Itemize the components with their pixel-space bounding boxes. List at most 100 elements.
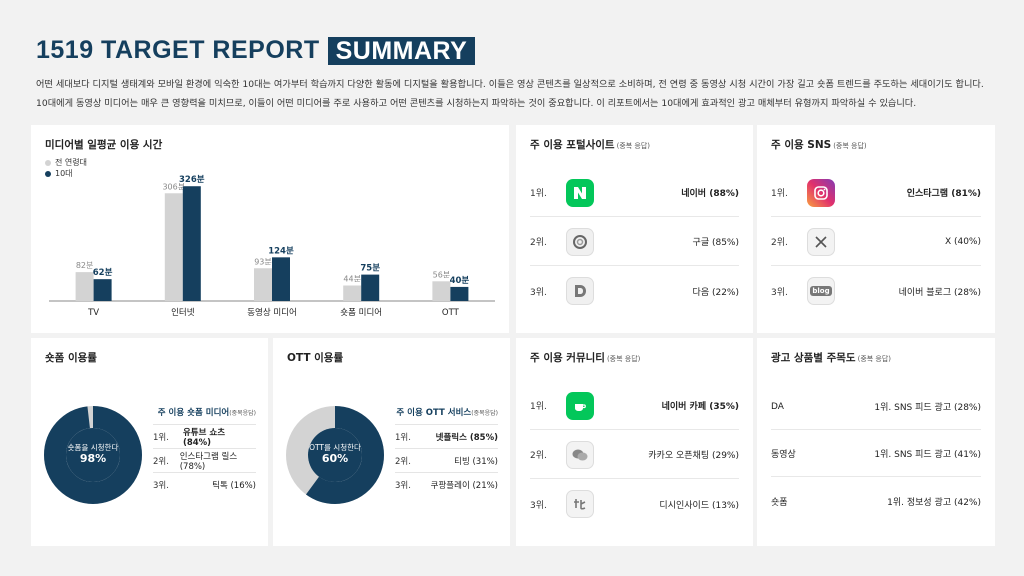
portal-card: 주 이용 포털사이트 (중복 응답) 1위. 네이버 (88%) 2위. 구글 (… (516, 125, 753, 333)
ott-card: OTT 이용률 OTT를 시청한다 60% 주 이용 OTT 서비스(중복응답)… (273, 338, 510, 546)
list-item: 3위. 틱톡 (16%) (153, 472, 256, 496)
community-card: 주 이용 커뮤니티 (중복 응답) 1위. 네이버 카페 (35%) 2위. 카카… (516, 338, 753, 546)
list-rank: 3위. (395, 480, 411, 491)
sns-row-2: 2위. X (40%) (771, 218, 981, 266)
category-label: TV (87, 308, 99, 318)
naver-cafe-icon (566, 391, 594, 420)
ad-row-2: 동영상 1위. SNS 피드 광고 (41%) (771, 431, 981, 477)
list-item: 1위. 넷플릭스 (85%) (395, 424, 498, 448)
ad-note: (중복 응답) (857, 355, 892, 363)
list-rank: 3위. (153, 480, 169, 491)
list-note: (중복응답) (471, 410, 498, 417)
sns-row-1: 1위. 인스타그램 (81%) (771, 169, 981, 217)
bar-teen (450, 286, 469, 301)
bar-all (254, 268, 272, 301)
legend-item-all: 전 연령대 (45, 157, 87, 168)
list-item: 1위. 유튜브 쇼츠 (84%) (153, 424, 256, 448)
bar-teen (93, 279, 112, 301)
category-label: OTT (442, 308, 460, 318)
kakao-chat-icon (566, 440, 594, 469)
dcinside-icon (566, 490, 594, 518)
bar-value-label: 75분 (360, 264, 380, 274)
portal-title-text: 주 이용 포털사이트 (530, 139, 615, 151)
list-name: 쿠팡플레이 (21%) (430, 480, 498, 491)
rank-name: 네이버 (88%) (681, 189, 739, 199)
rank-label: 2위. (530, 238, 547, 248)
list-rank: 2위. (395, 456, 411, 467)
bar-value-label: 326분 (179, 175, 205, 185)
community-row-3: 3위. 디시인사이드 (13%) (530, 480, 739, 528)
bar-value-label: 82분 (76, 261, 94, 270)
bar-all (75, 272, 94, 301)
donut-value: 98% (79, 452, 107, 465)
ad-value: 1위. 정보성 광고 (42%) (887, 497, 981, 508)
ad-title-text: 광고 상품별 주목도 (771, 352, 856, 364)
community-title-text: 주 이용 커뮤니티 (530, 352, 605, 364)
list-name: 틱톡 (16%) (212, 480, 256, 491)
rank-name: 구글 (85%) (692, 238, 739, 248)
legend-swatch-teen (45, 170, 51, 177)
sns-row-3: 3위. blog 네이버 블로그 (28%) (771, 267, 981, 315)
portal-row-1: 1위. 네이버 (88%) (530, 169, 739, 217)
rank-label: 2위. (530, 451, 547, 461)
rank-label: 1위. (530, 402, 547, 412)
community-row-2: 2위. 카카오 오픈채팅 (29%) (530, 431, 739, 479)
blog-icon: blog (807, 277, 835, 305)
description-line-2: 10대에게 동영상 미디어는 매우 큰 영향력을 미치므로, 이들이 어떤 미디… (36, 98, 917, 109)
portal-title: 주 이용 포털사이트 (중복 응답) (530, 137, 650, 152)
bar-teen (182, 186, 201, 301)
bar-value-label: 124분 (268, 246, 294, 256)
bar-value-label: 40분 (450, 276, 470, 286)
shortform-title: 숏폼 이용률 (45, 352, 97, 364)
ott-donut-label: OTT를 시청한다 60% (295, 442, 375, 464)
bar-teen (361, 274, 380, 301)
list-name: 인스타그램 릴스 (78%) (179, 451, 238, 472)
ad-value: 1위. SNS 피드 광고 (41%) (874, 450, 981, 460)
ott-list: 주 이용 OTT 서비스(중복응답) 1위. 넷플릭스 (85%) 2위. 티빙 (… (395, 406, 498, 496)
google-icon (566, 227, 594, 256)
chart-legend: 전 연령대 10대 (45, 157, 87, 179)
rank-label: 1위. (771, 189, 788, 199)
community-note: (중복 응답) (606, 355, 641, 363)
ott-donut (286, 406, 384, 504)
ad-type: DA (771, 401, 784, 412)
rank-name: 인스타그램 (81%) (906, 189, 981, 199)
legend-label-all: 전 연령대 (55, 158, 87, 167)
list-name: 티빙 (31%) (454, 456, 498, 467)
x-icon (807, 227, 835, 256)
donut-text: OTT를 시청한다 (309, 443, 361, 452)
daum-icon (566, 277, 594, 305)
rank-name: 카카오 오픈채팅 (29%) (648, 451, 739, 461)
title-tag: SUMMARY (327, 36, 476, 65)
title-main: 1519 TARGET REPORT (36, 36, 320, 64)
list-rank: 2위. (153, 456, 169, 467)
media-time-title: 미디어별 일평균 이용 시간 (45, 139, 163, 151)
shortform-donut (44, 406, 142, 504)
rank-label: 3위. (771, 287, 788, 298)
ott-title: OTT 이용률 (287, 352, 344, 364)
ad-value: 1위. SNS 피드 광고 (28%) (874, 403, 981, 413)
rank-name: 다음 (22%) (692, 287, 739, 298)
bar-value-label: 306분 (162, 182, 185, 191)
report-description: 어떤 세대보다 디지털 생태계와 모바일 환경에 익숙한 10대는 여가부터 학… (36, 75, 996, 113)
naver-icon (566, 178, 594, 207)
list-title-text: 주 이용 숏폼 미디어 (157, 408, 230, 418)
list-rank: 1위. (395, 432, 411, 443)
bar-teen (272, 257, 290, 301)
bar-all (164, 193, 183, 301)
rank-label: 3위. (530, 500, 547, 511)
bar-all (432, 281, 451, 301)
bar-value-label: 93분 (254, 257, 272, 266)
ad-type: 동영상 (771, 450, 796, 460)
bar-all (343, 285, 362, 301)
report-title: 1519 TARGET REPORT SUMMARY (36, 36, 476, 65)
community-row-1: 1위. 네이버 카페 (35%) (530, 382, 739, 430)
donut-value: 60% (321, 452, 349, 465)
rank-name: 네이버 블로그 (28%) (898, 287, 981, 298)
list-name: 유튜브 쇼츠 (84%) (182, 427, 226, 448)
media-time-card: 미디어별 일평균 이용 시간 전 연령대 10대 82분 62분 TV 306분 326… (31, 125, 509, 333)
list-item: 2위. 티빙 (31%) (395, 448, 498, 472)
instagram-icon (807, 178, 835, 207)
category-label: 숏폼 미디어 (340, 307, 382, 318)
